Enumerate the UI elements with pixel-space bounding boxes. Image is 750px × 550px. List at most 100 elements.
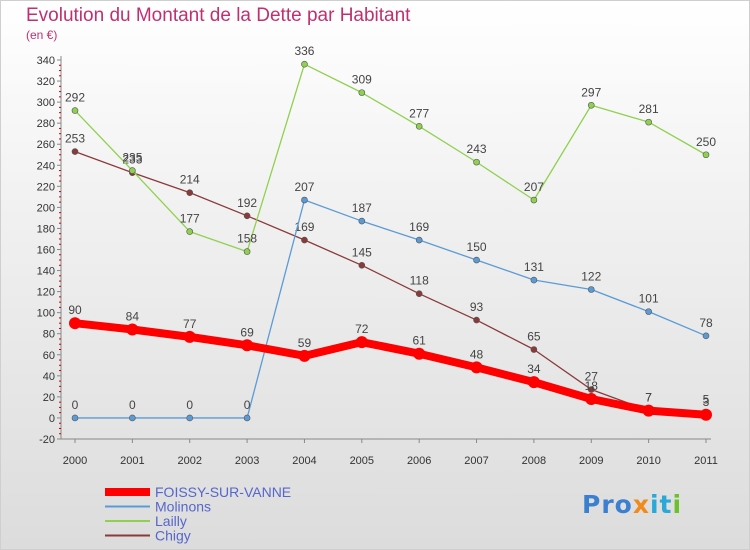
- data-point: [413, 347, 426, 360]
- x-tick-label: 2002: [177, 455, 201, 467]
- data-label: 27: [585, 370, 599, 384]
- y-tick-label: 320: [37, 76, 55, 88]
- y-tick-label: 180: [37, 223, 55, 235]
- data-point: [355, 336, 368, 349]
- data-point: [587, 101, 595, 109]
- y-tick-label: 300: [37, 97, 55, 109]
- data-point: [71, 148, 79, 155]
- data-point: [587, 286, 595, 293]
- x-tick-label: 2004: [292, 455, 316, 467]
- data-point: [183, 330, 196, 343]
- data-label: 169: [294, 220, 314, 234]
- data-label: 5: [703, 393, 710, 407]
- data-label: 309: [352, 73, 372, 87]
- data-point: [301, 60, 308, 68]
- data-label: 145: [352, 245, 372, 259]
- data-label: 233: [122, 153, 142, 167]
- y-tick-label: 220: [37, 181, 55, 193]
- y-tick-label: 140: [37, 266, 55, 278]
- data-point: [470, 361, 483, 374]
- proxiti-logo: Proxiti: [582, 490, 683, 519]
- y-tick-label: 240: [37, 160, 55, 172]
- data-point: [301, 196, 308, 204]
- data-label: 336: [294, 44, 314, 58]
- data-point: [358, 261, 366, 269]
- data-point: [702, 332, 710, 340]
- data-point: [645, 118, 652, 126]
- data-label: 0: [129, 398, 136, 412]
- x-tick-label: 2011: [694, 455, 718, 467]
- y-tick-label: 60: [43, 350, 55, 362]
- y-tick-label: -20: [39, 434, 55, 446]
- data-point: [358, 89, 366, 96]
- data-point: [473, 158, 480, 166]
- y-tick-label: 280: [37, 118, 55, 130]
- data-label: 131: [524, 260, 544, 274]
- data-point: [700, 408, 712, 421]
- data-point: [129, 414, 136, 422]
- data-point: [298, 349, 311, 362]
- y-tick-label: 200: [37, 202, 55, 214]
- data-label: 277: [409, 106, 429, 120]
- data-label: 187: [352, 201, 372, 215]
- y-tick-label: 40: [43, 371, 55, 383]
- series-line: [74, 150, 707, 414]
- data-label: 253: [65, 132, 85, 146]
- data-label: 48: [470, 347, 484, 361]
- series-line: [74, 63, 707, 253]
- data-label: 158: [237, 232, 257, 246]
- data-point: [473, 256, 480, 264]
- x-tick-label: 2009: [579, 455, 603, 467]
- data-label: 235: [122, 151, 142, 165]
- data-label: 3: [703, 395, 710, 409]
- data-point: [186, 189, 194, 196]
- data-label: 207: [294, 180, 314, 194]
- y-tick-label: 340: [37, 55, 55, 67]
- x-tick-label: 2000: [63, 455, 87, 467]
- data-label: 72: [355, 322, 369, 336]
- x-tick-label: 2005: [350, 455, 374, 467]
- data-label: 84: [126, 310, 140, 324]
- data-point: [241, 339, 254, 352]
- data-point: [645, 308, 652, 315]
- data-point: [415, 236, 423, 244]
- data-label: 292: [65, 91, 85, 105]
- data-point: [642, 404, 655, 417]
- legend-label: FOISSY-SUR-VANNE: [155, 484, 291, 500]
- data-label: 61: [413, 334, 427, 348]
- data-label: 122: [581, 270, 601, 284]
- data-label: 90: [68, 303, 82, 317]
- data-label: 101: [639, 292, 659, 306]
- y-tick-label: 100: [37, 308, 55, 320]
- data-label: 7: [645, 391, 652, 405]
- data-label: 59: [298, 336, 312, 350]
- data-point: [129, 167, 136, 174]
- y-tick-label: 80: [43, 329, 55, 341]
- data-point: [415, 290, 423, 298]
- data-point: [587, 386, 595, 393]
- data-label: 150: [467, 240, 487, 254]
- x-tick-label: 2006: [407, 455, 431, 467]
- data-label: 7: [645, 391, 652, 405]
- data-label: 69: [240, 325, 254, 339]
- data-point: [71, 107, 79, 114]
- series-line: [71, 319, 710, 419]
- data-point: [702, 151, 710, 159]
- data-label: 297: [581, 85, 601, 99]
- data-label: 34: [527, 362, 541, 376]
- data-point: [186, 228, 194, 235]
- data-point: [69, 317, 81, 330]
- y-tick-label: 0: [49, 413, 55, 425]
- data-point: [301, 236, 308, 244]
- data-label: 207: [524, 180, 544, 194]
- data-label: 169: [409, 220, 429, 234]
- data-point: [126, 323, 139, 336]
- chart-title: Evolution du Montant de la Dette par Hab…: [26, 5, 411, 26]
- data-label: 118: [410, 274, 429, 288]
- data-label: 77: [183, 317, 197, 331]
- data-label: 177: [180, 212, 200, 226]
- data-point: [186, 414, 194, 422]
- legend-label: Molinons: [155, 499, 211, 515]
- data-point: [243, 212, 251, 220]
